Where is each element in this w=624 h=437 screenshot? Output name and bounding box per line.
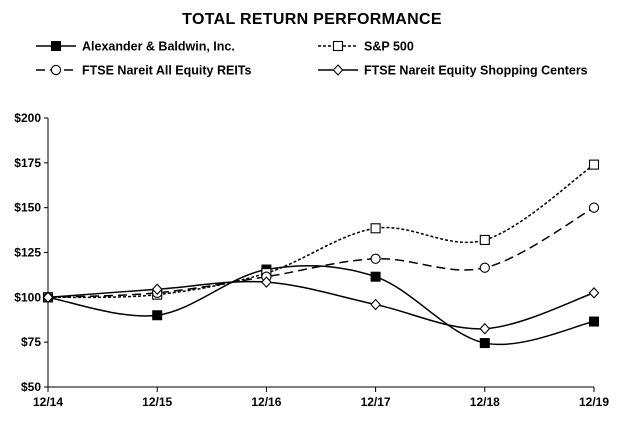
data-point bbox=[261, 276, 272, 288]
y-tick-label: $100 bbox=[14, 290, 41, 304]
chart-title: TOTAL RETURN PERFORMANCE bbox=[182, 11, 442, 28]
y-tick-label: $200 bbox=[14, 111, 41, 125]
series-line bbox=[47, 164, 595, 299]
x-tick-label: 12/15 bbox=[142, 395, 172, 409]
x-tick-label: 12/18 bbox=[470, 395, 500, 409]
series-line bbox=[47, 265, 595, 346]
x-tick-label: 12/17 bbox=[361, 395, 391, 409]
y-tick-label: $175 bbox=[14, 156, 41, 170]
data-point bbox=[151, 283, 163, 296]
data-point bbox=[152, 310, 163, 321]
axes: $50 $75 $100 $125 $150 $175 $200 12/14 12/15 12/1… bbox=[14, 111, 609, 409]
data-point bbox=[479, 322, 491, 335]
x-tick-label: 12/19 bbox=[579, 395, 609, 409]
legend-label: S&P 500 bbox=[364, 40, 414, 54]
data-point bbox=[370, 271, 381, 282]
y-tick-label: $150 bbox=[14, 201, 41, 215]
data-point bbox=[589, 316, 599, 327]
data-point bbox=[479, 234, 490, 245]
y-tick-label: $125 bbox=[14, 246, 41, 260]
legend-entry: FTSE Nareit All Equity REITs bbox=[36, 64, 252, 78]
legend-marker bbox=[51, 41, 61, 51]
legend-entry: Alexander & Baldwin, Inc. bbox=[36, 40, 235, 54]
y-tick-label: $50 bbox=[21, 380, 41, 394]
legend-label: FTSE Nareit All Equity REITs bbox=[82, 64, 252, 78]
data-point bbox=[370, 223, 381, 234]
legend-marker bbox=[50, 64, 62, 76]
series-layer bbox=[42, 159, 600, 349]
data-point bbox=[370, 298, 381, 311]
series-line bbox=[47, 280, 595, 330]
data-point bbox=[42, 291, 54, 304]
data-point bbox=[370, 253, 381, 264]
legend-entry: S&P 500 bbox=[318, 40, 414, 54]
legend-entry: FTSE Nareit Equity Shopping Centers bbox=[318, 64, 588, 78]
data-point bbox=[479, 262, 490, 273]
legend: Alexander & Baldwin, Inc. S&P 500 FTSE Nar… bbox=[36, 40, 588, 78]
series-line bbox=[47, 207, 595, 299]
x-tick-label: 12/16 bbox=[251, 395, 281, 409]
x-tick-label: 12/14 bbox=[33, 395, 63, 409]
series-2 bbox=[42, 159, 600, 303]
data-point bbox=[479, 338, 490, 349]
y-tick-label: $75 bbox=[21, 335, 41, 349]
legend-marker bbox=[332, 64, 344, 76]
data-point bbox=[588, 287, 600, 299]
legend-label: Alexander & Baldwin, Inc. bbox=[82, 40, 235, 54]
legend-label: FTSE Nareit Equity Shopping Centers bbox=[364, 64, 588, 78]
series-1 bbox=[43, 264, 599, 349]
legend-marker bbox=[332, 40, 344, 52]
series-3 bbox=[42, 202, 600, 303]
data-point bbox=[588, 159, 600, 170]
data-point bbox=[588, 202, 600, 213]
series-4 bbox=[42, 276, 600, 335]
